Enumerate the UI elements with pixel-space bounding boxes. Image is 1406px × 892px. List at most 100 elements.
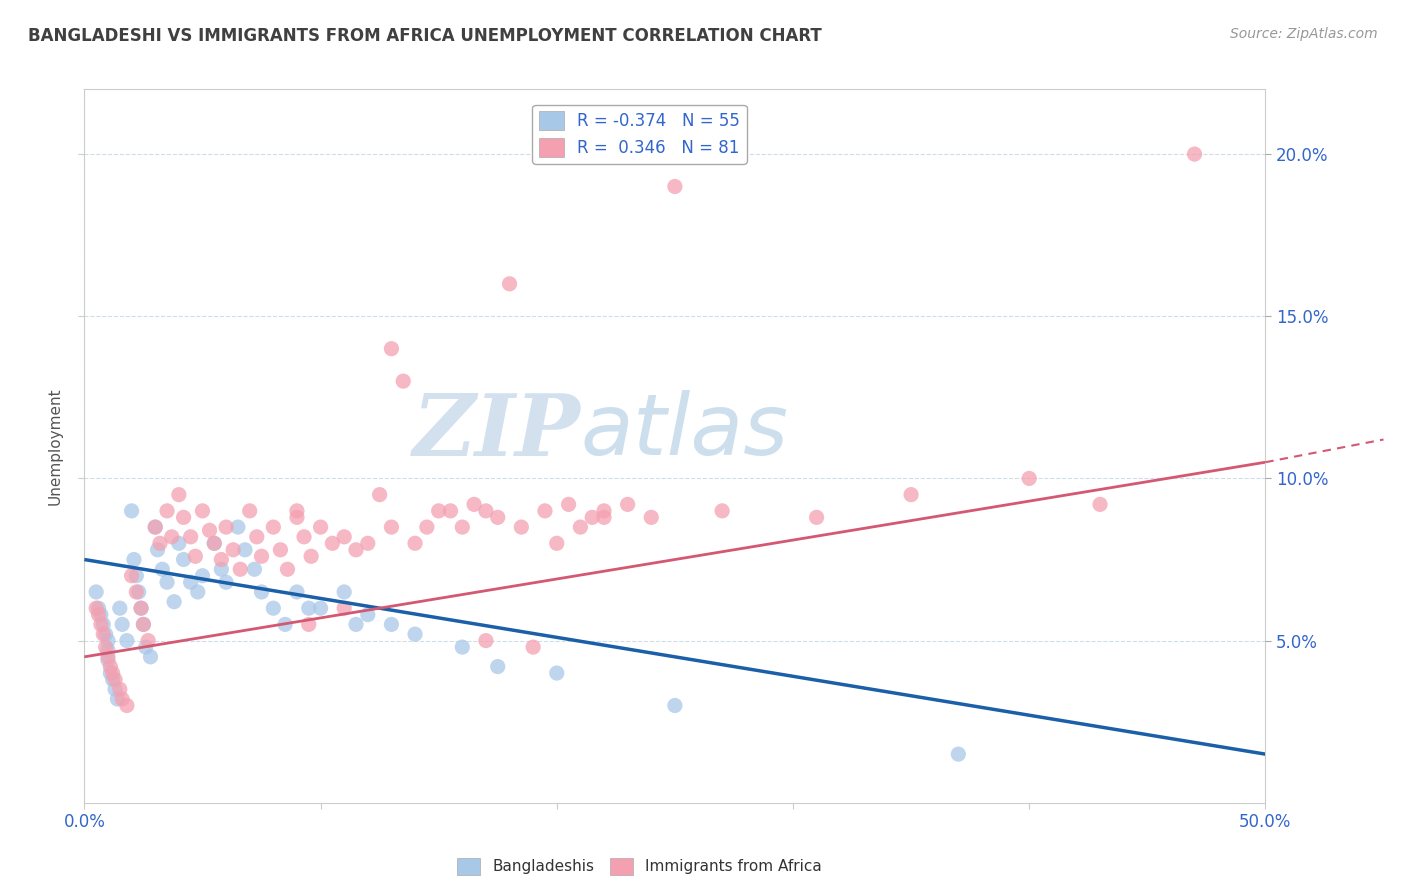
- Point: [156, 575, 179, 590]
- Point: [191, 568, 214, 582]
- Point: [546, 536, 568, 550]
- Point: [664, 698, 686, 713]
- Point: [427, 504, 450, 518]
- Point: [121, 504, 143, 518]
- Point: [233, 542, 256, 557]
- Point: [129, 601, 152, 615]
- Point: [222, 542, 245, 557]
- Point: [711, 504, 734, 518]
- Point: [333, 585, 356, 599]
- Point: [229, 562, 252, 576]
- Point: [90, 607, 112, 622]
- Point: [132, 617, 155, 632]
- Point: [202, 536, 225, 550]
- Point: [107, 692, 129, 706]
- Point: [948, 747, 970, 761]
- Point: [187, 585, 209, 599]
- Point: [173, 552, 195, 566]
- Point: [163, 595, 186, 609]
- Point: [344, 542, 367, 557]
- Point: [486, 510, 509, 524]
- Point: [285, 585, 308, 599]
- Point: [309, 520, 332, 534]
- Point: [160, 530, 183, 544]
- Legend: Bangladeshis, Immigrants from Africa: Bangladeshis, Immigrants from Africa: [451, 852, 828, 880]
- Point: [274, 617, 297, 632]
- Point: [94, 640, 117, 654]
- Point: [250, 549, 273, 564]
- Point: [309, 601, 332, 615]
- Point: [806, 510, 828, 524]
- Point: [900, 488, 922, 502]
- Point: [439, 504, 461, 518]
- Point: [111, 692, 134, 706]
- Point: [87, 601, 110, 615]
- Point: [380, 342, 402, 356]
- Point: [146, 542, 169, 557]
- Point: [498, 277, 520, 291]
- Point: [198, 524, 221, 538]
- Point: [108, 682, 131, 697]
- Point: [475, 633, 498, 648]
- Point: [239, 504, 262, 518]
- Point: [122, 552, 145, 566]
- Point: [143, 520, 166, 534]
- Point: [121, 568, 143, 582]
- Point: [616, 497, 638, 511]
- Text: BANGLADESHI VS IMMIGRANTS FROM AFRICA UNEMPLOYMENT CORRELATION CHART: BANGLADESHI VS IMMIGRANTS FROM AFRICA UN…: [28, 27, 823, 45]
- Point: [91, 617, 114, 632]
- Point: [1088, 497, 1111, 511]
- Point: [97, 643, 120, 657]
- Point: [557, 497, 579, 511]
- Point: [243, 562, 266, 576]
- Point: [380, 520, 402, 534]
- Point: [299, 549, 322, 564]
- Point: [262, 520, 284, 534]
- Point: [250, 585, 273, 599]
- Point: [173, 510, 195, 524]
- Point: [534, 504, 557, 518]
- Point: [404, 627, 426, 641]
- Point: [84, 585, 107, 599]
- Point: [664, 179, 686, 194]
- Point: [143, 520, 166, 534]
- Point: [98, 666, 121, 681]
- Point: [593, 510, 616, 524]
- Point: [404, 536, 426, 550]
- Point: [463, 497, 485, 511]
- Point: [1184, 147, 1206, 161]
- Point: [344, 617, 367, 632]
- Point: [451, 640, 474, 654]
- Text: atlas: atlas: [581, 390, 789, 474]
- Point: [510, 520, 533, 534]
- Point: [167, 536, 190, 550]
- Point: [298, 601, 321, 615]
- Point: [202, 536, 225, 550]
- Point: [97, 633, 120, 648]
- Point: [640, 510, 662, 524]
- Point: [125, 568, 148, 582]
- Point: [262, 601, 284, 615]
- Point: [546, 666, 568, 681]
- Point: [1018, 471, 1040, 485]
- Point: [357, 607, 380, 622]
- Point: [215, 575, 238, 590]
- Point: [139, 649, 162, 664]
- Point: [321, 536, 343, 550]
- Point: [115, 698, 138, 713]
- Point: [98, 659, 121, 673]
- Point: [581, 510, 603, 524]
- Point: [333, 601, 356, 615]
- Point: [276, 562, 298, 576]
- Point: [94, 627, 117, 641]
- Point: [97, 653, 120, 667]
- Point: [569, 520, 592, 534]
- Point: [108, 601, 131, 615]
- Point: [101, 673, 124, 687]
- Point: [111, 617, 134, 632]
- Point: [129, 601, 152, 615]
- Point: [191, 504, 214, 518]
- Point: [115, 633, 138, 648]
- Point: [180, 575, 202, 590]
- Point: [392, 374, 415, 388]
